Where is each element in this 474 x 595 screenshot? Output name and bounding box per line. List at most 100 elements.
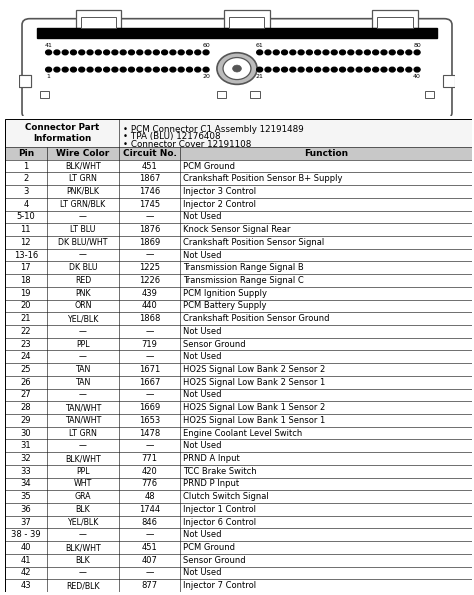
Text: 31: 31 [20,441,31,450]
Text: 12: 12 [20,238,31,247]
Circle shape [233,65,241,72]
Circle shape [290,50,296,55]
Circle shape [282,67,288,72]
Text: 451: 451 [142,543,157,552]
Circle shape [414,67,420,72]
Text: 776: 776 [141,480,157,488]
Circle shape [112,67,118,72]
Text: 29: 29 [20,416,31,425]
Text: Not Used: Not Used [182,352,221,361]
Text: Knock Sensor Signal Rear: Knock Sensor Signal Rear [182,225,290,234]
Text: PCM Ground: PCM Ground [182,543,235,552]
Circle shape [162,50,168,55]
Circle shape [414,50,420,55]
Circle shape [306,67,312,72]
Text: Pin: Pin [18,149,34,158]
Text: Crankshaft Position Sensor B+ Supply: Crankshaft Position Sensor B+ Supply [182,174,342,183]
Text: Injector 1 Control: Injector 1 Control [182,505,255,514]
Circle shape [104,50,109,55]
Circle shape [348,50,354,55]
Bar [5,261,472,274]
Text: 41: 41 [45,43,53,48]
Circle shape [195,50,201,55]
Text: 61: 61 [256,43,264,48]
Bar [5,427,472,440]
Text: TAN/WHT: TAN/WHT [65,403,101,412]
Bar [5,185,472,198]
Circle shape [323,67,329,72]
Text: 27: 27 [20,390,31,399]
Text: 4: 4 [23,200,28,209]
Circle shape [87,67,93,72]
Text: 23: 23 [20,340,31,349]
Text: 18: 18 [20,276,31,285]
Circle shape [217,53,257,84]
Bar [5,198,472,211]
Text: 1744: 1744 [139,505,160,514]
Circle shape [290,67,296,72]
Text: 40: 40 [20,543,31,552]
Text: ORN: ORN [74,302,91,311]
Text: DK BLU: DK BLU [69,263,97,273]
Circle shape [54,67,60,72]
Text: 22: 22 [20,327,31,336]
Text: 440: 440 [142,302,157,311]
Text: PCM Battery Supply: PCM Battery Supply [182,302,266,311]
Circle shape [87,50,93,55]
Circle shape [79,50,85,55]
Text: BLK/WHT: BLK/WHT [65,162,101,171]
Text: 439: 439 [142,289,157,298]
Text: WHT: WHT [74,480,92,488]
Text: 846: 846 [141,518,157,527]
Text: • Connector Cover 12191108: • Connector Cover 12191108 [123,140,251,149]
Text: 1671: 1671 [139,365,160,374]
Bar [5,211,472,223]
Text: Transmission Range Signal B: Transmission Range Signal B [182,263,303,273]
Text: —: — [79,327,87,336]
Text: Function: Function [304,149,348,158]
Text: —: — [79,212,87,221]
Bar [5,490,472,503]
Text: 420: 420 [142,466,157,476]
Text: • PCM Connector C1 Assembly 12191489: • PCM Connector C1 Assembly 12191489 [123,124,304,134]
Circle shape [381,67,387,72]
Circle shape [339,50,346,55]
Text: 1225: 1225 [139,263,160,273]
Text: Clutch Switch Signal: Clutch Switch Signal [182,492,268,501]
Circle shape [186,67,192,72]
Text: PCM Ground: PCM Ground [182,162,235,171]
Text: —: — [79,250,87,259]
Bar [5,287,472,299]
Circle shape [170,67,176,72]
Text: PNK/BLK: PNK/BLK [66,187,100,196]
FancyBboxPatch shape [22,18,452,119]
Bar [5,350,472,363]
Text: 13-16: 13-16 [14,250,38,259]
Circle shape [348,67,354,72]
Text: BLK/WHT: BLK/WHT [65,454,101,463]
Text: Not Used: Not Used [182,530,221,539]
Circle shape [373,50,379,55]
Bar [5,119,472,147]
Circle shape [128,50,135,55]
Text: LT BLU: LT BLU [70,225,96,234]
Text: —: — [146,441,154,450]
Text: 5-10: 5-10 [17,212,35,221]
Circle shape [282,50,288,55]
Text: GRA: GRA [75,492,91,501]
Text: Not Used: Not Used [182,390,221,399]
Circle shape [365,50,370,55]
Text: BLK: BLK [75,556,91,565]
Circle shape [331,67,337,72]
Circle shape [365,67,370,72]
Text: 21: 21 [20,314,31,323]
Circle shape [95,50,101,55]
Bar [5,465,472,478]
Text: 25: 25 [20,365,31,374]
Text: 35: 35 [20,492,31,501]
Text: Transmission Range Signal C: Transmission Range Signal C [182,276,303,285]
Text: 11: 11 [20,225,31,234]
Circle shape [120,67,126,72]
Circle shape [273,50,279,55]
Bar [5,452,472,465]
